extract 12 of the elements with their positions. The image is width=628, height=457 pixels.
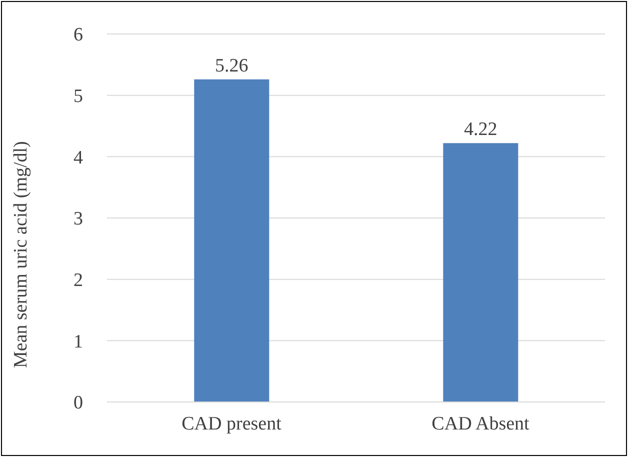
y-axis-title: Mean serum uric acid (mg/dl): [10, 141, 32, 368]
y-tick-label: 6: [74, 24, 83, 46]
x-tick-label: CAD Absent: [432, 413, 530, 434]
y-tick-label: 3: [74, 208, 83, 230]
x-tick-label: CAD present: [182, 413, 282, 434]
y-tick-label: 1: [74, 331, 83, 352]
data-label: 5.26: [215, 55, 248, 76]
y-tick-label: 5: [74, 86, 83, 108]
y-tick-label: 0: [74, 392, 83, 414]
y-tick-label: 4: [74, 147, 84, 168]
y-tick-label: 2: [74, 270, 83, 292]
data-label: 4.22: [464, 119, 498, 140]
